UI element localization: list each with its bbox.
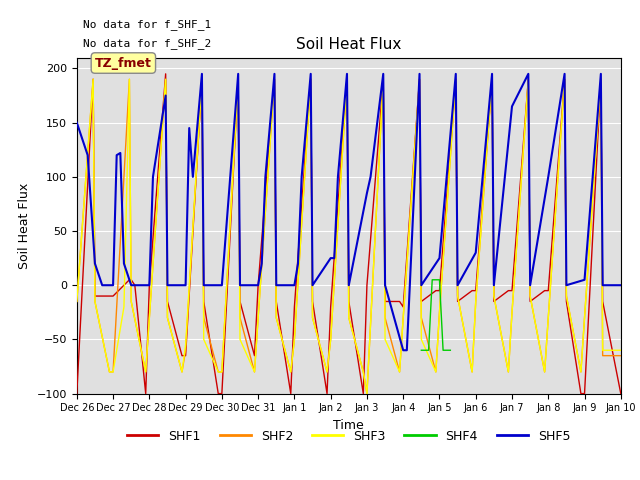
Title: Soil Heat Flux: Soil Heat Flux bbox=[296, 37, 401, 52]
X-axis label: Time: Time bbox=[333, 419, 364, 432]
Text: No data for f_SHF_2: No data for f_SHF_2 bbox=[83, 38, 211, 49]
Text: No data for f_SHF_1: No data for f_SHF_1 bbox=[83, 19, 211, 30]
Text: TZ_fmet: TZ_fmet bbox=[95, 57, 152, 70]
Y-axis label: Soil Heat Flux: Soil Heat Flux bbox=[18, 182, 31, 269]
Legend: SHF1, SHF2, SHF3, SHF4, SHF5: SHF1, SHF2, SHF3, SHF4, SHF5 bbox=[122, 425, 575, 448]
